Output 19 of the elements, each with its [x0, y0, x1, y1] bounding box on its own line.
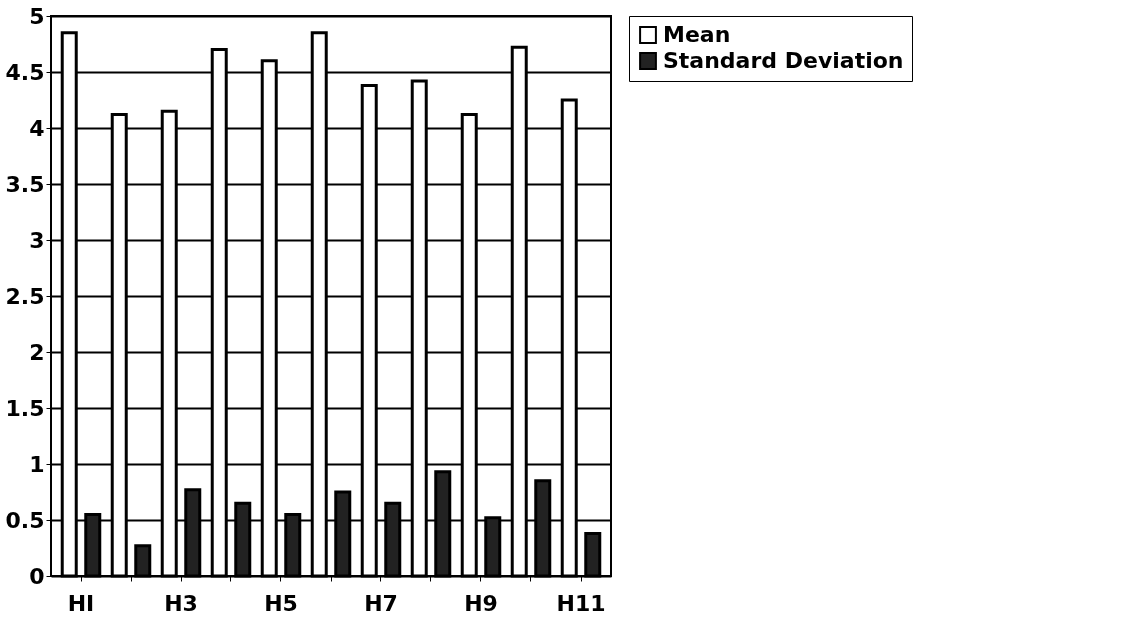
x-tick-label: HI — [67, 590, 95, 616]
x-tick-label: H7 — [364, 590, 398, 616]
y-tick-label: 0 — [29, 563, 45, 589]
y-tick-label: 3.5 — [5, 171, 45, 197]
legend-label: Standard Deviation — [663, 48, 904, 73]
x-tick-label: H5 — [264, 590, 298, 616]
y-tick-label: 4.5 — [5, 59, 45, 85]
x-tick-label: H9 — [464, 590, 498, 616]
y-tick-label: 2 — [29, 339, 45, 365]
y-tick-label: 2.5 — [5, 283, 45, 309]
y-tick-label: 3 — [29, 227, 45, 253]
y-tick-label: 1 — [29, 451, 45, 477]
y-tick-label: 5 — [29, 3, 45, 29]
x-tick-label: H3 — [164, 590, 198, 616]
x-tick-label: H11 — [556, 590, 606, 616]
y-tick-label: 0.5 — [5, 507, 45, 533]
legend-label: Mean — [663, 22, 731, 47]
y-tick-label: 1.5 — [5, 395, 45, 421]
y-tick-label: 4 — [29, 115, 45, 141]
